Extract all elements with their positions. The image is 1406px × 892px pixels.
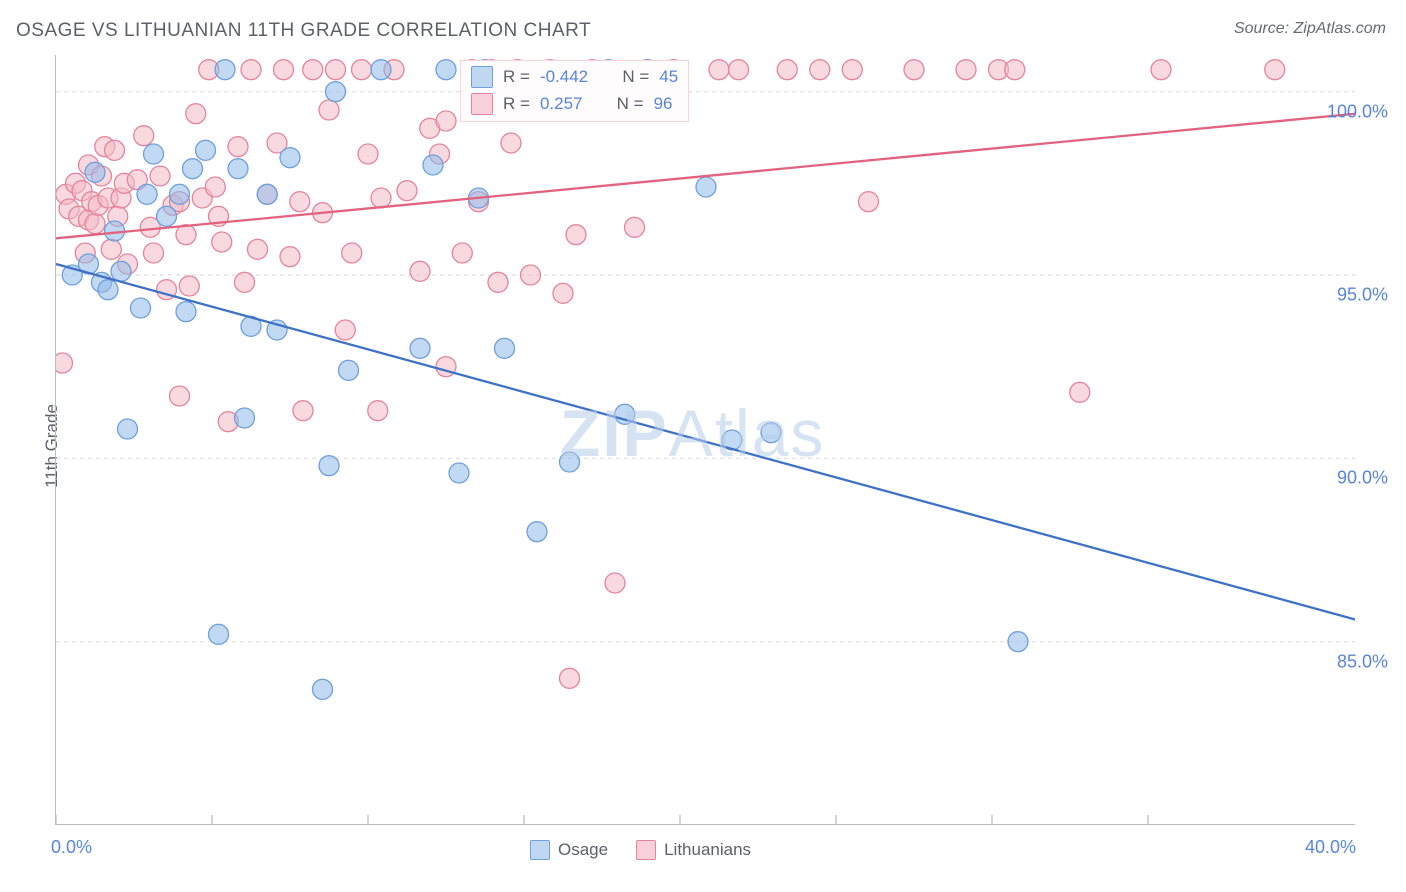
legend-item-lithuanians: Lithuanians — [636, 840, 751, 860]
legend-label: Lithuanians — [664, 840, 751, 860]
n-value: 96 — [654, 90, 673, 117]
y-tick-label: 90.0% — [1337, 468, 1388, 489]
legend-swatch — [471, 93, 493, 115]
legend-swatch — [636, 840, 656, 860]
y-tick-label: 95.0% — [1337, 285, 1388, 306]
correlation-legend: R = -0.442 N = 45 R = 0.257 N = 96 — [460, 60, 689, 122]
legend-swatch — [530, 840, 550, 860]
chart-title: OSAGE VS LITHUANIAN 11TH GRADE CORRELATI… — [16, 20, 591, 42]
legend-swatch — [471, 66, 493, 88]
r-value: -0.442 — [540, 63, 588, 90]
n-value: 45 — [659, 63, 678, 90]
x-tick-label: 0.0% — [51, 837, 92, 858]
x-tick-label: 40.0% — [1305, 837, 1356, 858]
legend-item-osage: Osage — [530, 840, 608, 860]
legend-label: Osage — [558, 840, 608, 860]
source-label: Source: ZipAtlas.com — [1234, 20, 1386, 38]
y-tick-label: 85.0% — [1337, 651, 1388, 672]
corr-row-osage: R = -0.442 N = 45 — [471, 63, 678, 90]
y-tick-label: 100.0% — [1327, 101, 1388, 122]
series-legend: Osage Lithuanians — [530, 840, 751, 860]
r-value: 0.257 — [540, 90, 583, 117]
chart-container: OSAGE VS LITHUANIAN 11TH GRADE CORRELATI… — [0, 0, 1406, 892]
scatter-plot — [55, 55, 1355, 825]
corr-row-lithuanians: R = 0.257 N = 96 — [471, 90, 678, 117]
